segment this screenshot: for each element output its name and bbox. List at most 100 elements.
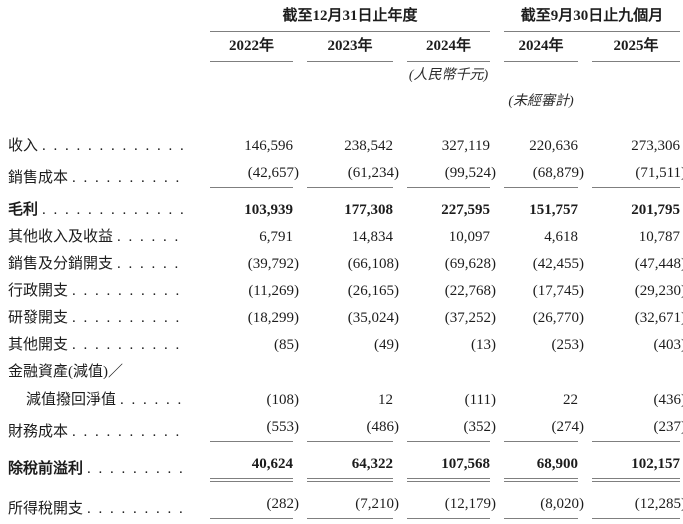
dot-leader <box>117 227 186 247</box>
year-header-row: 2022年 2023年 2024年 2024年 2025年 <box>8 32 681 62</box>
currency-note-row: (人民幣千元) <box>8 62 680 88</box>
cell-value: (486) <box>366 419 400 435</box>
cell-fy2024: (111) <box>393 355 496 410</box>
cell-value: (8,020) <box>540 496 584 512</box>
cell-fy2022: 40,624 <box>196 444 293 484</box>
row-label-text-line2: 減值撥回淨值 <box>26 392 117 408</box>
table-row: 所得稅開支 (282) (7,210) (12,179) (8,020) (12… <box>8 484 683 521</box>
row-label-text: 金融資產(減值)／ <box>8 364 123 380</box>
cell-value: (553) <box>266 419 300 435</box>
cell-9m2024: (274) <box>490 410 584 444</box>
header-spacer <box>578 88 680 114</box>
cell-fy2022: (11,269) <box>196 274 299 301</box>
header-spacer <box>490 62 680 88</box>
cell-fy2022: (108) <box>196 355 300 410</box>
cell-9m2025: (47,448) <box>578 247 683 274</box>
row-label-text: 研發開支 <box>8 310 69 326</box>
row-label-text: 其他開支 <box>8 337 69 353</box>
row-label: 研發開支 <box>8 301 196 328</box>
unaudited-note: (未經審計) <box>508 94 574 109</box>
cell-value: 103,939 <box>244 202 293 218</box>
cell-value: 227,595 <box>441 202 490 218</box>
cell-value: (26,165) <box>347 283 399 299</box>
cell-fy2023: (7,210) <box>293 484 399 521</box>
cell-value: 6,791 <box>259 229 293 245</box>
cell-value: (42,657) <box>247 165 299 181</box>
cell-9m2025: (29,230) <box>578 274 683 301</box>
col-header-9m2024: 2024年 <box>490 32 578 62</box>
cell-value: (13) <box>471 337 496 353</box>
cell-fy2023: (61,234) <box>293 156 399 190</box>
row-label: 所得稅開支 <box>8 484 196 521</box>
unaudited-note-cell: (未經審計) <box>490 88 578 114</box>
cell-value: 10,097 <box>448 229 490 245</box>
cell-9m2025: (436) <box>578 355 683 410</box>
cell-fy2022: (85) <box>196 328 299 355</box>
cell-value: 151,757 <box>529 202 578 218</box>
table-row: 財務成本 (553) (486) (352) (274) (237) <box>8 410 683 444</box>
row-label-text: 其他收入及收益 <box>8 229 114 245</box>
cell-value: 146,596 <box>244 138 293 154</box>
cell-value: 10,787 <box>638 229 681 245</box>
currency-note: (人民幣千元) <box>408 68 489 83</box>
cell-9m2025: 102,157 <box>578 444 681 484</box>
header-spacer <box>8 62 393 88</box>
table-body: 收入 146,596 238,542 327,119 220,636 273,3… <box>8 114 683 524</box>
cell-fy2023: (486) <box>293 410 399 444</box>
cell-value: (32,671) <box>634 310 683 326</box>
table-row: 研發開支 (18,299) (35,024) (37,252) (26,770)… <box>8 301 683 328</box>
row-label: 金融資產(減值)／ 減值撥回淨值 <box>8 355 196 410</box>
header-spacer <box>8 6 196 32</box>
row-label: 收入 <box>8 114 196 156</box>
cell-value: (69,628) <box>444 256 496 272</box>
row-label-text: 財務成本 <box>8 424 69 440</box>
cell-9m2024: 22 <box>490 355 578 410</box>
cell-9m2025: (237) <box>578 410 683 444</box>
cell-value: (61,234) <box>347 165 399 181</box>
cell-value: (22,768) <box>444 283 496 299</box>
header-spacer <box>8 88 490 114</box>
cell-fy2022: (282) <box>196 484 299 521</box>
cell-9m2024: 220,636 <box>490 114 578 156</box>
cell-value: (108) <box>266 392 300 408</box>
dot-leader <box>42 200 186 220</box>
dot-leader <box>117 254 186 274</box>
cell-value: (18,299) <box>247 310 299 326</box>
row-label-text: 毛利 <box>8 202 39 218</box>
col-header-9m2025: 2025年 <box>578 32 681 62</box>
period-group-annual-title: 截至12月31日止年度 <box>210 6 490 32</box>
dot-leader <box>42 136 186 156</box>
dot-leader <box>87 499 186 519</box>
cell-value: (29,230) <box>634 283 683 299</box>
col-header-fy2022: 2022年 <box>196 32 293 62</box>
table-row: 金融資產(減值)／ 減值撥回淨值 (108) 12 (111) 22 (436) <box>8 355 683 410</box>
table-row: 銷售成本 (42,657) (61,234) (99,524) (68,879)… <box>8 156 683 190</box>
cell-value: 68,900 <box>536 456 578 472</box>
dot-leader <box>72 168 186 188</box>
cell-fy2024: (99,524) <box>393 156 496 190</box>
cell-value: (37,252) <box>444 310 496 326</box>
cell-fy2022: 146,596 <box>196 114 293 156</box>
cell-9m2024: 68,900 <box>490 444 578 484</box>
cell-9m2024: (253) <box>490 328 585 355</box>
table-row: 其他開支 (85) (49) (13) (253) (403) <box>8 328 683 355</box>
cell-9m2024: (8,020) <box>490 484 584 521</box>
cell-value: (274) <box>551 419 585 435</box>
row-label-text: 所得稅開支 <box>8 501 84 517</box>
cell-fy2024: 327,119 <box>393 114 490 156</box>
row-label: 財務成本 <box>8 410 196 444</box>
cell-9m2025: (71,511) <box>578 156 683 190</box>
cell-value: (71,511) <box>635 165 683 181</box>
row-label-text: 收入 <box>8 138 39 154</box>
table-row: 其他收入及收益 6,791 14,834 10,097 4,618 10,787 <box>8 220 680 247</box>
cell-9m2024: 151,757 <box>490 190 578 220</box>
cell-value: 238,542 <box>344 138 393 154</box>
cell-fy2024: 107,568 <box>393 444 490 484</box>
cell-9m2024: (17,745) <box>490 274 584 301</box>
cell-fy2022: (18,299) <box>196 301 299 328</box>
cell-value: (7,210) <box>355 496 399 512</box>
cell-value: 201,795 <box>631 202 681 218</box>
cell-fy2022: 6,791 <box>196 220 293 247</box>
table-row: 除稅前溢利 40,624 64,322 107,568 68,900 102,1… <box>8 444 681 484</box>
